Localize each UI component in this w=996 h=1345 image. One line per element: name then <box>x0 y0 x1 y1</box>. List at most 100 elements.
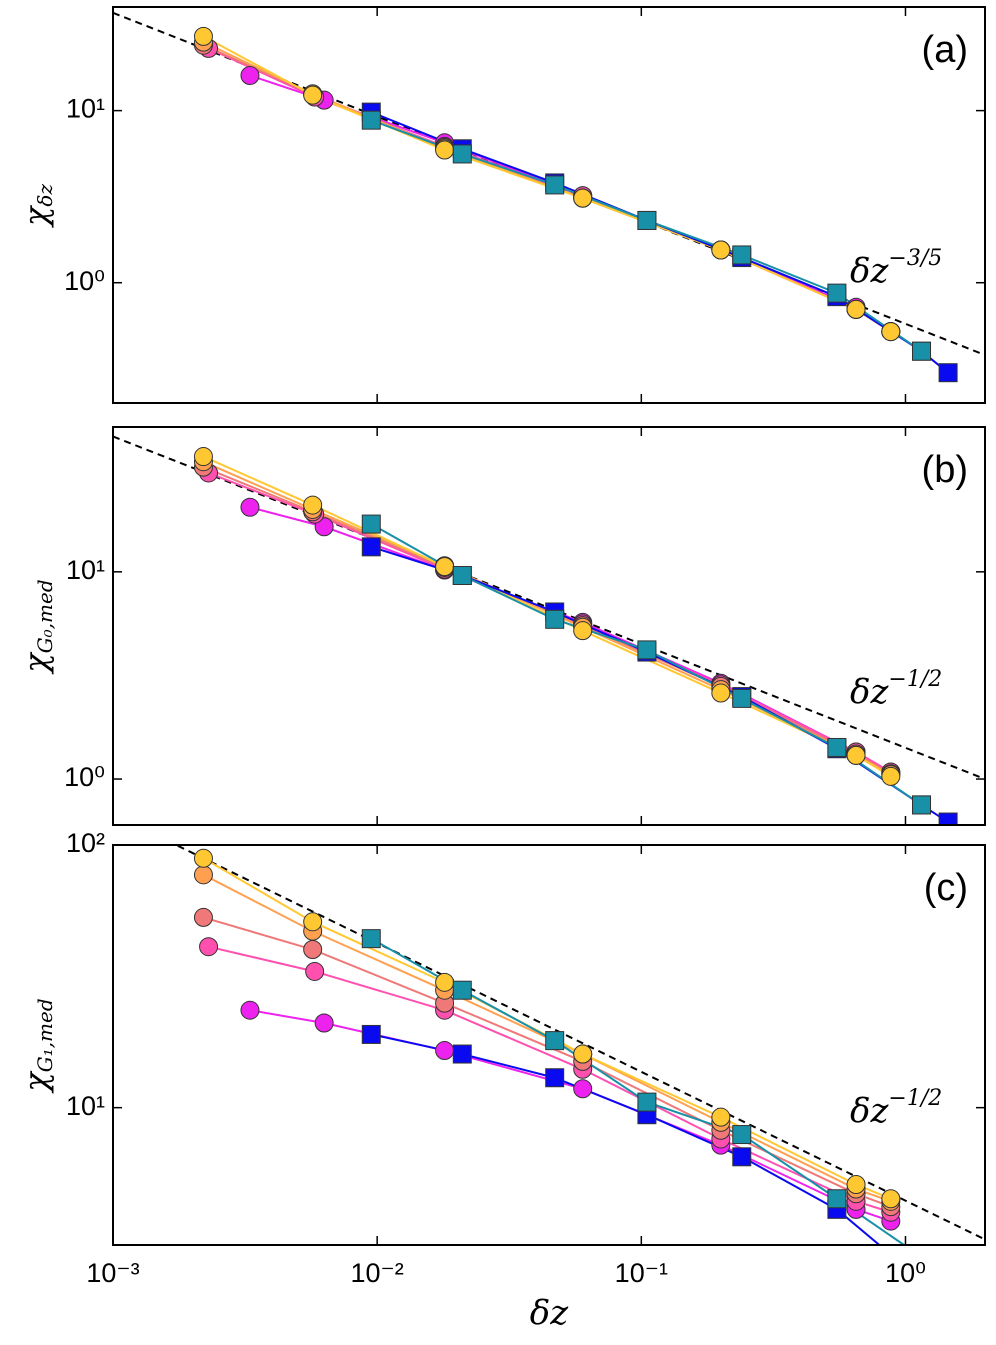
axes-frame <box>112 6 986 404</box>
square-marker <box>361 929 381 949</box>
x-axis-label: δz <box>530 1293 569 1333</box>
circle-marker <box>435 1041 455 1061</box>
square-marker <box>452 144 472 164</box>
circle-marker <box>199 937 219 957</box>
square-marker <box>827 737 847 757</box>
annotation-base: δz <box>850 251 889 291</box>
circle-marker <box>193 848 213 868</box>
square-marker <box>827 283 847 303</box>
square-marker <box>545 609 565 629</box>
y-axis-label: χG₁,med <box>17 998 57 1093</box>
circle-marker <box>314 517 334 537</box>
circle-marker <box>193 26 213 46</box>
y-label-sub: G₁,med <box>33 998 57 1072</box>
axes-frame <box>112 844 986 1246</box>
square-marker <box>637 640 657 660</box>
circle-marker <box>881 1189 901 1209</box>
square-marker <box>452 1044 472 1064</box>
circle-marker <box>573 1079 593 1099</box>
circle-marker <box>881 766 901 786</box>
square-marker <box>732 1147 752 1167</box>
square-marker <box>545 1031 565 1051</box>
square-marker <box>912 795 932 815</box>
series-line <box>249 74 892 333</box>
annotation-exponent: −1/2 <box>888 667 942 692</box>
panel-label: (c) <box>924 867 968 909</box>
circle-marker <box>303 912 323 932</box>
circle-marker <box>846 299 866 319</box>
circle-marker <box>711 683 731 703</box>
series-line <box>371 1033 881 1245</box>
circle-marker <box>240 65 260 85</box>
panel-label: (b) <box>922 449 968 491</box>
square-marker <box>732 1125 752 1145</box>
circle-marker <box>711 240 731 260</box>
annotation: δz−1/2 <box>850 667 942 712</box>
annotation-base: δz <box>850 672 889 712</box>
circle-marker <box>305 961 325 981</box>
circle-marker <box>711 1107 731 1127</box>
x-tick-label: 10⁻² <box>351 1258 404 1288</box>
square-marker <box>361 1024 381 1044</box>
square-marker <box>938 363 958 383</box>
circle-marker <box>881 322 901 342</box>
square-marker <box>732 688 752 708</box>
y-label-sub: δz <box>33 184 57 207</box>
square-marker <box>912 341 932 361</box>
y-tick-label: 10⁰ <box>64 762 105 792</box>
annotation-exponent: −3/5 <box>888 246 942 271</box>
y-axis-label: χG₀,med <box>17 579 57 674</box>
y-axis-label: χδz <box>17 184 57 228</box>
circle-marker <box>846 745 866 765</box>
circle-marker <box>573 188 593 208</box>
y-tick-label: 10¹ <box>66 94 105 124</box>
circle-marker <box>573 1044 593 1064</box>
y-label-main: χ <box>17 652 55 675</box>
x-tick-label: 10⁰ <box>885 1258 926 1288</box>
circle-marker <box>193 865 213 885</box>
series-line <box>249 506 892 773</box>
y-label-sub: G₀,med <box>33 579 57 653</box>
circle-marker <box>435 557 455 577</box>
panel-label: (a) <box>922 29 968 71</box>
circle-marker <box>303 940 323 960</box>
annotation: δz−1/2 <box>850 1086 942 1131</box>
square-marker <box>827 1189 847 1209</box>
circle-marker <box>240 1000 260 1020</box>
square-marker <box>938 812 958 825</box>
square-marker <box>545 1068 565 1088</box>
x-tick-label: 10⁻¹ <box>615 1258 668 1288</box>
y-tick-label: 10¹ <box>66 1091 105 1121</box>
square-marker <box>361 514 381 534</box>
annotation-base: δz <box>850 1091 889 1131</box>
square-marker <box>452 980 472 1000</box>
series-line <box>203 916 892 1208</box>
plot-area <box>173 845 985 1245</box>
y-label-main: χ <box>17 205 55 228</box>
square-marker <box>361 110 381 130</box>
plot-area <box>113 435 985 825</box>
square-marker <box>637 1092 657 1112</box>
y-tick-label: 10² <box>66 828 105 858</box>
series-line <box>249 1009 892 1223</box>
y-tick-label: 10¹ <box>66 555 105 585</box>
circle-marker <box>573 621 593 641</box>
circle-marker <box>303 495 323 515</box>
circle-marker <box>193 447 213 467</box>
square-marker <box>452 566 472 586</box>
plot-area <box>113 11 985 383</box>
square-marker <box>361 537 381 557</box>
circle-marker <box>240 497 260 517</box>
y-tick-label: 10⁰ <box>64 266 105 296</box>
square-marker <box>732 245 752 265</box>
circle-marker <box>435 140 455 160</box>
x-tick-label: 10⁻³ <box>86 1258 139 1288</box>
fit-line <box>173 845 985 1241</box>
circle-marker <box>435 972 455 992</box>
circle-marker <box>303 85 323 105</box>
annotation: δz−3/5 <box>850 246 942 291</box>
circle-marker <box>314 1013 334 1033</box>
square-marker <box>637 210 657 230</box>
circle-marker <box>193 907 213 927</box>
